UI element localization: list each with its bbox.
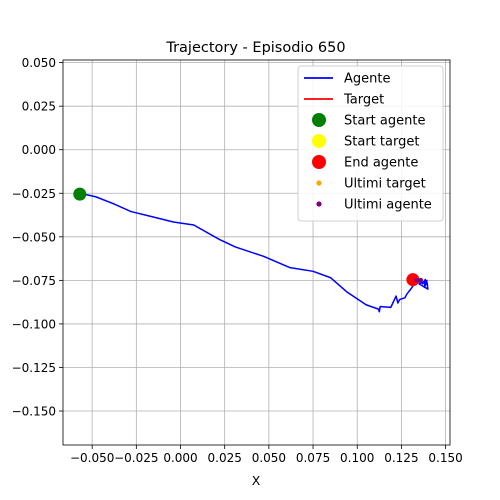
point-end-agente [406,273,420,287]
y-tick-label: 0.025 [22,100,56,114]
legend-label: Ultimi target [344,177,426,192]
series-line-agente [79,192,429,313]
legend-swatch-dot [316,180,322,186]
y-axis-ticks: 0.050 0.025 0.000 −0.025 −0.050 −0.075 −0.100 −… [12,56,63,419]
chart-title: Trajectory - Episodio 650 [165,40,345,56]
x-tick-label: 0.000 [163,451,197,465]
y-tick-label: 0.050 [22,56,56,70]
x-tick-label: 0.050 [252,451,286,465]
legend-swatch-dot [312,134,326,148]
x-tick-label: 0.100 [340,451,374,465]
legend-label: Agente [344,72,390,87]
x-tick-label: 0.125 [384,451,418,465]
point-ultimi-agente [418,277,424,283]
y-tick-label: −0.150 [12,405,56,419]
legend-swatch-dot [312,113,326,127]
axes-frame [62,59,451,446]
legend: Agente Target Start agente Start target End … [297,65,444,222]
y-tick-label: −0.125 [12,361,56,375]
x-tick-label: 0.025 [208,451,242,465]
legend-box [297,65,444,222]
point-start-agente [73,187,87,201]
legend-label: Start agente [344,114,425,129]
x-axis-label: X [252,473,261,488]
legend-swatch-dot [316,201,322,207]
y-tick-label: −0.050 [12,230,56,244]
x-tick-label: −0.050 [70,451,114,465]
y-tick-label: −0.025 [12,187,56,201]
y-tick-label: 0.000 [22,143,56,157]
x-tick-label: −0.025 [114,451,158,465]
legend-label: Ultimi agente [344,198,432,213]
x-axis-ticks: −0.050 −0.025 0.000 0.025 0.050 0.075 0.100 0.1… [70,445,463,465]
y-tick-label: −0.075 [12,274,56,288]
x-tick-label: 0.150 [428,451,462,465]
plot-area [73,187,429,313]
legend-label: Target [343,93,384,108]
legend-swatch-dot [312,155,326,169]
x-tick-label: 0.075 [296,451,330,465]
legend-label: Start target [344,135,419,150]
legend-label: End agente [344,156,418,171]
y-tick-label: −0.100 [12,317,56,331]
